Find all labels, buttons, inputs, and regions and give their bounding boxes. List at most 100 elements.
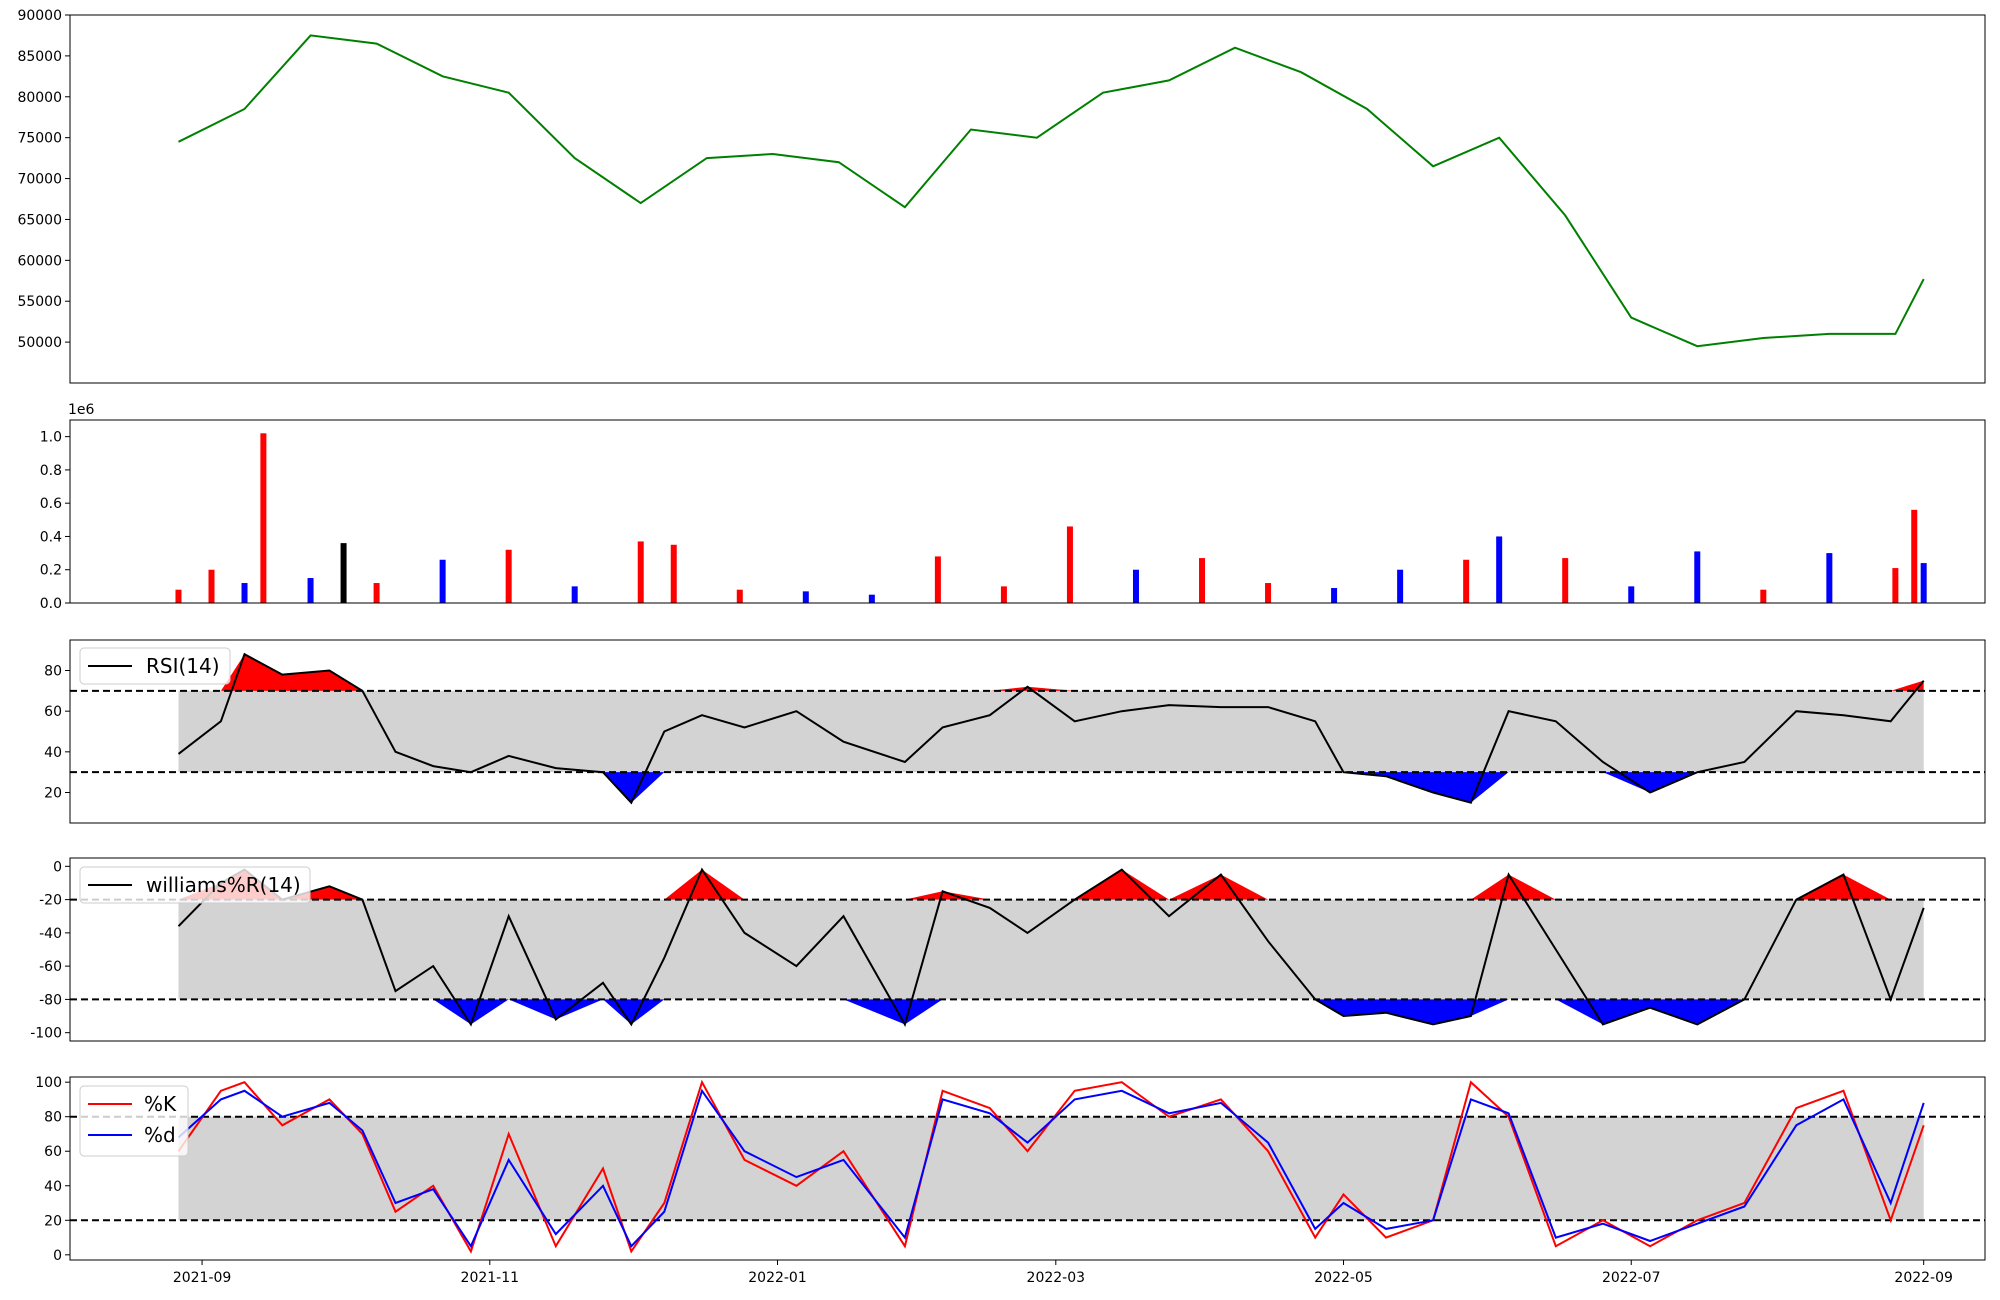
williams-ytick-label: -80 (39, 992, 62, 1008)
volume-ytick-label: 0.2 (40, 563, 62, 579)
rsi-ytick-label: 60 (44, 704, 62, 720)
volume-bar (1199, 558, 1206, 603)
volume-ytick-label: 0.6 (40, 496, 62, 512)
stochastic-neutral-band (178, 1116, 1924, 1221)
d-line (177, 1088, 1925, 1249)
rsi-ytick-label: 40 (44, 745, 62, 761)
volume-bar (260, 433, 267, 603)
x-tick-label: 2021-11 (461, 1270, 520, 1286)
stochastic-legend: %K %d (79, 1085, 189, 1157)
stochastic-ytick-label: 60 (44, 1144, 62, 1160)
volume-bar (1331, 588, 1338, 603)
rsi-legend-label: RSI(14) (146, 654, 220, 678)
volume-bar (1000, 586, 1007, 603)
williams-plot-area (70, 867, 1985, 1027)
williams-legend: williams%R(14) (79, 866, 311, 904)
rsi-panel: 20 40 60 80 RSI(14) (44, 639, 1986, 824)
volume-bar (1694, 551, 1701, 603)
price-ytick-label: 75000 (17, 131, 62, 147)
price-plot-area (178, 34, 1925, 348)
volume-bar (1760, 589, 1767, 603)
stochastic-ytick-label: 100 (35, 1075, 62, 1091)
stochastic-ytick-label: 20 (44, 1213, 62, 1229)
volume-bar (868, 594, 875, 603)
rsi-overbought-fill (178, 654, 1924, 691)
price-ytick-label: 90000 (17, 8, 62, 24)
x-tick-label: 2022-01 (748, 1270, 807, 1286)
price-axes-frame (69, 14, 1986, 384)
volume-bar (208, 569, 215, 603)
volume-bar (802, 591, 809, 603)
volume-bar (670, 544, 677, 603)
x-tick-label: 2022-03 (1027, 1270, 1086, 1286)
x-tick-label: 2022-09 (1894, 1270, 1953, 1286)
volume-panel: 0.0 0.2 0.4 0.6 0.8 1.0 1e6 (40, 402, 1986, 612)
volume-bar (505, 549, 512, 603)
volume-bar (373, 583, 380, 603)
d-legend-label: %d (144, 1123, 176, 1147)
volume-bar (637, 541, 644, 603)
x-tick-label: 2021-09 (173, 1270, 232, 1286)
volume-y-ticks: 0.0 0.2 0.4 0.6 0.8 1.0 (40, 430, 70, 612)
williams-panel: 0 -20 -40 -60 -80 -100 williams%R(14) (30, 857, 1986, 1042)
williams-legend-label: williams%R(14) (146, 873, 301, 897)
price-ytick-label: 70000 (17, 172, 62, 188)
rsi-axes-frame (69, 639, 1986, 824)
price-ytick-label: 50000 (17, 335, 62, 351)
rsi-y-ticks: 20 40 60 80 (44, 664, 70, 802)
volume-bar (1397, 569, 1404, 603)
williams-neutral-band (178, 899, 1924, 1000)
rsi-legend: RSI(14) (79, 647, 231, 685)
williams-ytick-label: 0 (53, 859, 62, 875)
stochastic-ytick-label: 40 (44, 1179, 62, 1195)
volume-ytick-label: 0.4 (40, 529, 62, 545)
volume-bar (736, 589, 743, 603)
volume-plot-area (175, 433, 1927, 603)
volume-ytick-label: 0.0 (40, 596, 62, 612)
stochastic-ytick-label: 80 (44, 1110, 62, 1126)
volume-bar (1826, 553, 1833, 603)
stochastic-axes-frame (69, 1076, 1986, 1261)
volume-bar (1892, 568, 1899, 603)
price-ytick-label: 80000 (17, 90, 62, 106)
volume-offset-label: 1e6 (68, 402, 95, 418)
williams-oversold-fill (178, 999, 1924, 1025)
price-ytick-label: 60000 (17, 253, 62, 269)
volume-bar (1628, 586, 1635, 603)
rsi-plot-area (70, 652, 1985, 805)
volume-axes-frame (69, 419, 1986, 604)
stochastic-x-ticks: 2021-09 2021-11 2022-01 2022-03 2022-05 2022-… (173, 1260, 1953, 1286)
williams-ytick-label: -40 (39, 926, 62, 942)
volume-bar (340, 543, 347, 603)
williams-legend-box (79, 866, 311, 904)
price-panel: 50000 55000 60000 65000 70000 75000 80000 85000… (17, 8, 1986, 384)
price-y-ticks: 50000 55000 60000 65000 70000 75000 80000 85000… (17, 8, 70, 351)
price-ytick-label: 65000 (17, 212, 62, 228)
volume-bar (439, 559, 446, 603)
williams-axes-frame (69, 857, 1986, 1042)
volume-ytick-label: 1.0 (40, 430, 62, 446)
x-tick-label: 2022-05 (1314, 1270, 1373, 1286)
x-tick-label: 2022-07 (1602, 1270, 1661, 1286)
stochastic-y-ticks: 0 20 40 60 80 100 (35, 1075, 70, 1264)
price-ytick-label: 55000 (17, 294, 62, 310)
volume-bar (1562, 558, 1569, 603)
rsi-legend-box (79, 647, 231, 685)
stochastic-ytick-label: 0 (53, 1248, 62, 1264)
volume-bar (1265, 583, 1272, 603)
williams-ytick-label: -60 (39, 959, 62, 975)
williams-overbought-fill (178, 869, 1924, 900)
volume-ytick-label: 0.8 (40, 463, 62, 479)
volume-bar (1496, 536, 1503, 603)
price-line (178, 34, 1925, 348)
volume-bar (1066, 526, 1073, 603)
rsi-line (177, 652, 1925, 805)
volume-bar (241, 583, 248, 603)
volume-bar (1463, 559, 1470, 603)
volume-bar (1132, 569, 1139, 603)
price-ytick-label: 85000 (17, 49, 62, 65)
volume-bar (934, 556, 941, 603)
volume-bar (307, 578, 314, 603)
